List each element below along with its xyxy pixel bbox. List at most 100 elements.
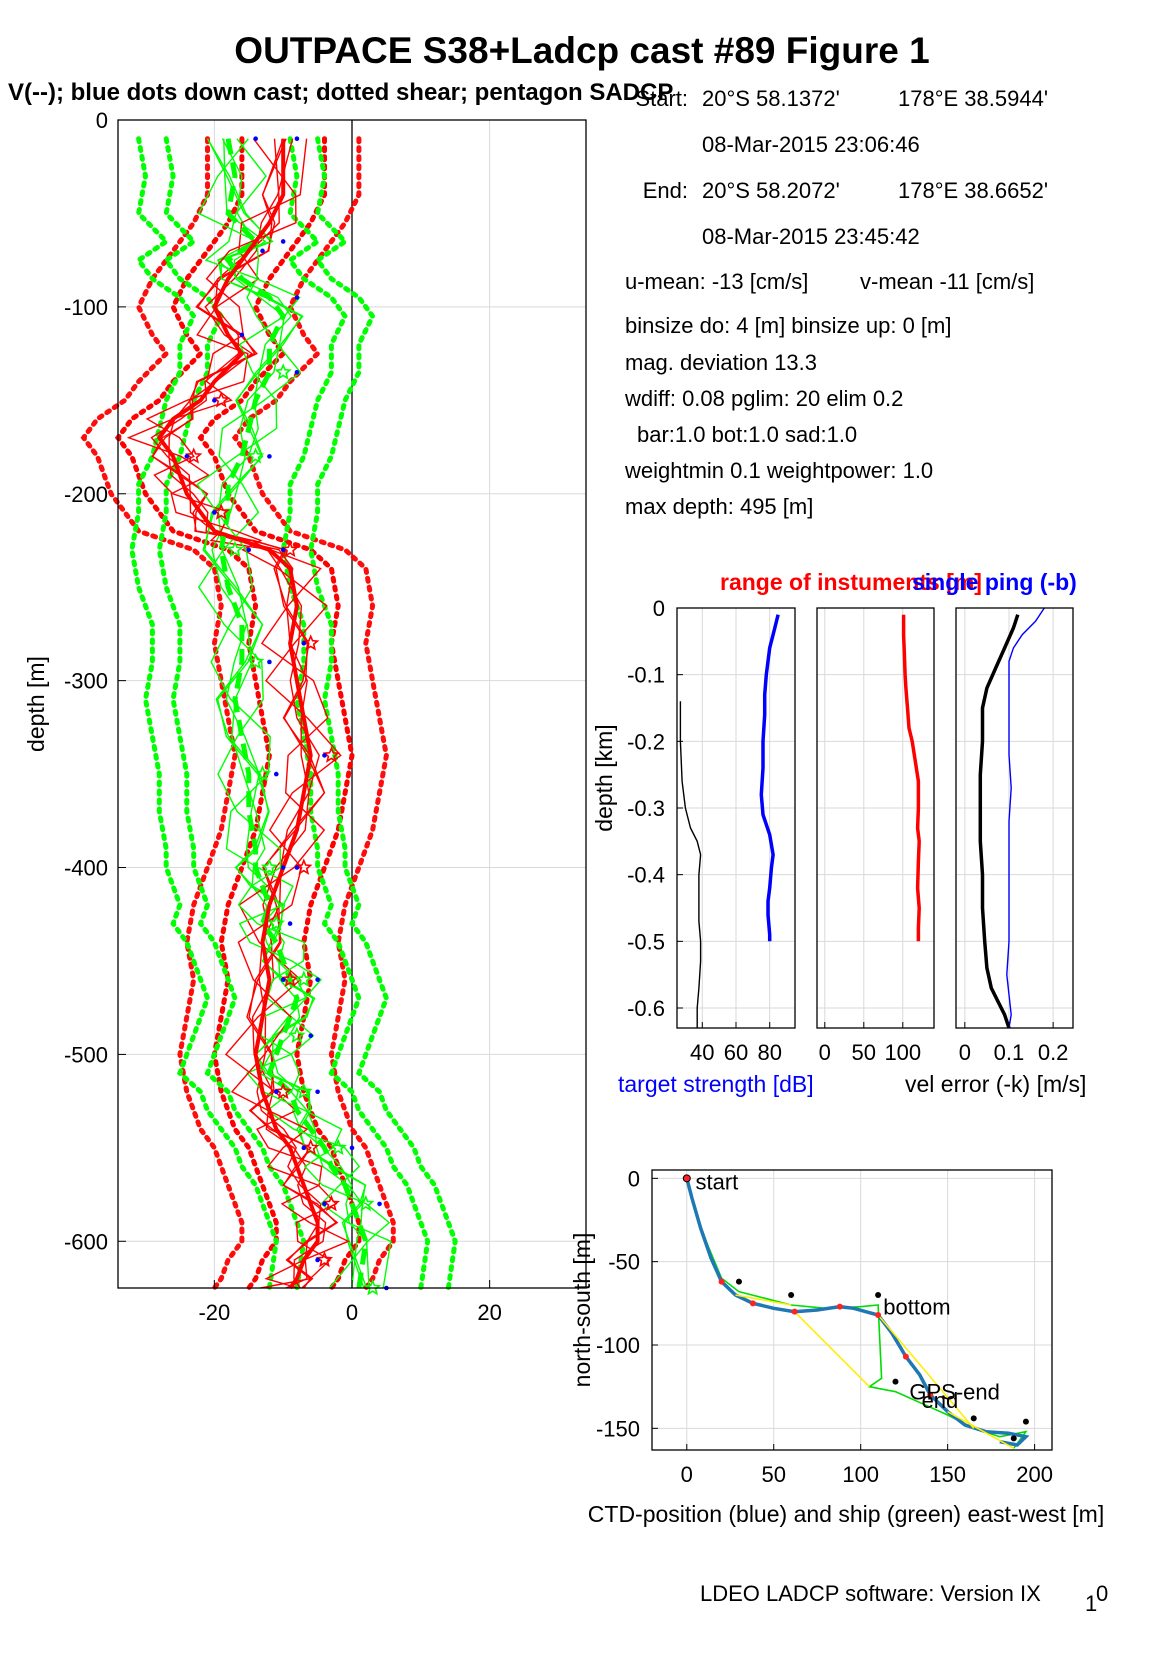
v-downcast-dot	[253, 136, 258, 141]
v-shear-envelope	[308, 136, 458, 1291]
info-block: Start: 20°S 58.1372' 178°E 38.5944' 08-M…	[624, 86, 1048, 519]
u-shear-envelope	[114, 136, 279, 1291]
v-sadcp-marker	[357, 1194, 375, 1212]
y-tick-label: -200	[64, 482, 108, 507]
x-tick-label: 0	[959, 1040, 971, 1065]
ctd-position-marker	[927, 1392, 934, 1398]
velocity-error-plot: 0 0.1 0.2	[955, 607, 1074, 1065]
ship-position-marker	[735, 1278, 742, 1285]
x-tick-label: 50	[852, 1040, 876, 1065]
ts-up-line	[759, 614, 780, 942]
x-axis-label: CTD-position (blue) and ship (green) eas…	[588, 1501, 1104, 1527]
v-downcast-dot	[315, 1089, 320, 1095]
x-tick-label: 100	[842, 1462, 879, 1487]
y-tick-label: 0	[628, 1166, 640, 1191]
y-tick-label: -500	[64, 1042, 108, 1067]
wdiff: wdiff: 0.08 pglim: 20 elim 0.2	[624, 386, 903, 411]
ctd-position-marker	[718, 1278, 725, 1285]
binsize: binsize do: 4 [m] binsize up: 0 [m]	[625, 313, 952, 338]
x-tick-label: 0.1	[994, 1040, 1025, 1065]
u-sadcp-marker	[185, 447, 203, 464]
u-sadcp-marker	[212, 391, 230, 408]
v-sadcp-marker	[267, 914, 285, 931]
y-tick-label: -300	[64, 669, 108, 694]
range-title: range of instuments [m]	[720, 569, 982, 595]
y-tick-label: -0.6	[627, 996, 665, 1021]
axes-frame	[816, 607, 935, 1029]
u-downcast-dot	[212, 510, 217, 515]
ship-position-marker	[892, 1378, 899, 1385]
axes-frame	[651, 1169, 1053, 1451]
track-annotation: start	[695, 1170, 738, 1195]
v-mean: v-mean -11 [cm/s]	[860, 269, 1034, 294]
range-line	[901, 614, 921, 942]
x-tick-label: 20	[477, 1300, 501, 1325]
v-sadcp-marker	[246, 652, 265, 670]
end-label: End:	[643, 178, 688, 203]
x-tick-label: -20	[198, 1300, 230, 1325]
v-downcast-dot	[273, 771, 279, 777]
ship-track-line	[686, 1178, 1028, 1449]
u-sadcp-marker	[301, 634, 320, 651]
footer: LDEO LADCP software: Version IX 1 0	[700, 1581, 1108, 1616]
start-label: Start:	[635, 86, 688, 111]
x-tick-label: 50	[761, 1462, 785, 1487]
v-downcast-dot	[287, 921, 293, 926]
y-tick-label: -100	[596, 1333, 640, 1358]
position-link	[794, 1311, 870, 1388]
v-downcast-dot	[349, 1145, 355, 1151]
y-tick-label: -0.5	[627, 929, 665, 954]
u-downcast-dot	[301, 1145, 307, 1151]
y-tick-label: -400	[64, 856, 108, 881]
u-sadcp-marker	[295, 858, 313, 875]
track-annotation: end	[922, 1388, 959, 1413]
y-tick-label: 0	[653, 596, 665, 621]
ship-position-marker	[970, 1415, 977, 1422]
y-axis-label: depth [m]	[23, 656, 49, 752]
single-ping-title: single ping (-b)	[912, 569, 1077, 595]
y-tick-label: -50	[608, 1250, 640, 1275]
track-annotation: bottom	[883, 1295, 950, 1320]
max-depth: max depth: 495 [m]	[625, 494, 813, 519]
v-profile-line	[196, 138, 392, 1289]
subtitle: V(--); blue dots down cast; dotted shear…	[8, 79, 673, 106]
mag-deviation: mag. deviation 13.3	[625, 350, 817, 375]
ship-position-marker	[875, 1292, 882, 1298]
bar-settings: bar:1.0 bot:1.0 sad:1.0	[637, 422, 857, 447]
vel-error-line	[978, 614, 1020, 1029]
v-sadcp-marker	[274, 363, 292, 380]
track-annotation: GPS-end	[909, 1380, 1000, 1405]
v-shear-envelope	[156, 136, 307, 1291]
u-sadcp-marker	[322, 746, 340, 763]
ship-position-marker	[788, 1292, 795, 1298]
u-downcast-dot	[301, 640, 307, 646]
u-profile-line	[150, 138, 322, 1289]
v-sadcp-marker	[329, 1138, 347, 1156]
start-lat: 20°S 58.1372'	[702, 86, 840, 111]
u-sadcp-marker	[212, 503, 230, 520]
x-tick-label: 150	[929, 1462, 966, 1487]
u-downcast-dot	[315, 1257, 320, 1263]
v-profile-line	[211, 138, 364, 1289]
v-downcast-dot	[246, 547, 252, 553]
y-axis-label: depth [km]	[591, 724, 617, 831]
start-lon: 178°E 38.5944'	[898, 86, 1048, 111]
ctd-position-marker	[836, 1303, 843, 1310]
end-time: 08-Mar-2015 23:45:42	[702, 224, 920, 249]
y-tick-label: -600	[64, 1229, 108, 1254]
u-downcast-dot	[184, 454, 190, 459]
ctd-position-marker	[749, 1300, 756, 1307]
u-sadcp-marker	[274, 1082, 292, 1100]
x-tick-label: 0.2	[1038, 1040, 1069, 1065]
v-sadcp-marker	[247, 447, 265, 464]
v-sadcp-marker	[253, 765, 272, 782]
v-downcast-dot	[267, 454, 272, 459]
v-downcast-dot	[308, 1033, 314, 1039]
y-tick-label: -0.2	[627, 729, 665, 754]
u-mean: u-mean: -13 [cm/s]	[625, 269, 808, 294]
v-sadcp-marker	[226, 540, 244, 558]
position-link	[947, 1411, 1015, 1449]
